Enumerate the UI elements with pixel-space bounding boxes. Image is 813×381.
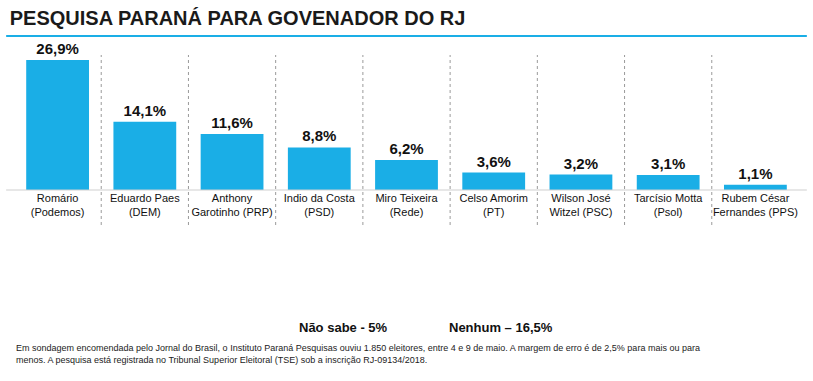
svg-text:8,8%: 8,8% <box>302 127 336 144</box>
svg-text:1,1%: 1,1% <box>738 165 772 182</box>
svg-text:Wilson JoséWitzel (PSC): Wilson JoséWitzel (PSC) <box>549 192 612 218</box>
svg-text:Rubem CésarFernandes (PPS): Rubem CésarFernandes (PPS) <box>713 192 798 218</box>
svg-text:Não sabe - 5%: Não sabe - 5% <box>299 320 388 335</box>
svg-text:AnthonyGarotinho (PRP): AnthonyGarotinho (PRP) <box>191 192 272 218</box>
svg-text:3,1%: 3,1% <box>651 155 685 172</box>
svg-text:11,6%: 11,6% <box>211 114 253 131</box>
svg-text:Romário(Podemos): Romário(Podemos) <box>31 192 85 218</box>
svg-text:Tarcísio Motta(Psol): Tarcísio Motta(Psol) <box>634 192 703 218</box>
svg-text:6,2%: 6,2% <box>389 140 423 157</box>
svg-text:Celso Amorim(PT): Celso Amorim(PT) <box>459 192 527 218</box>
svg-text:Indio da Costa(PSD): Indio da Costa(PSD) <box>284 192 356 218</box>
svg-text:Nenhum – 16,5%: Nenhum – 16,5% <box>449 320 553 335</box>
svg-text:PESQUISA PARANÁ PARA GOVENADOR: PESQUISA PARANÁ PARA GOVENADOR DO RJ <box>10 7 466 29</box>
svg-text:Em sondagem encomendada pelo J: Em sondagem encomendada pelo Jornal do B… <box>16 343 700 365</box>
svg-text:Miro Teixeira(Rede): Miro Teixeira(Rede) <box>375 192 438 218</box>
svg-text:Eduardo Paes(DEM): Eduardo Paes(DEM) <box>110 192 180 218</box>
svg-text:26,9%: 26,9% <box>36 40 79 57</box>
svg-text:14,1%: 14,1% <box>124 102 167 119</box>
svg-text:3,2%: 3,2% <box>564 155 598 172</box>
svg-text:3,6%: 3,6% <box>477 153 511 170</box>
